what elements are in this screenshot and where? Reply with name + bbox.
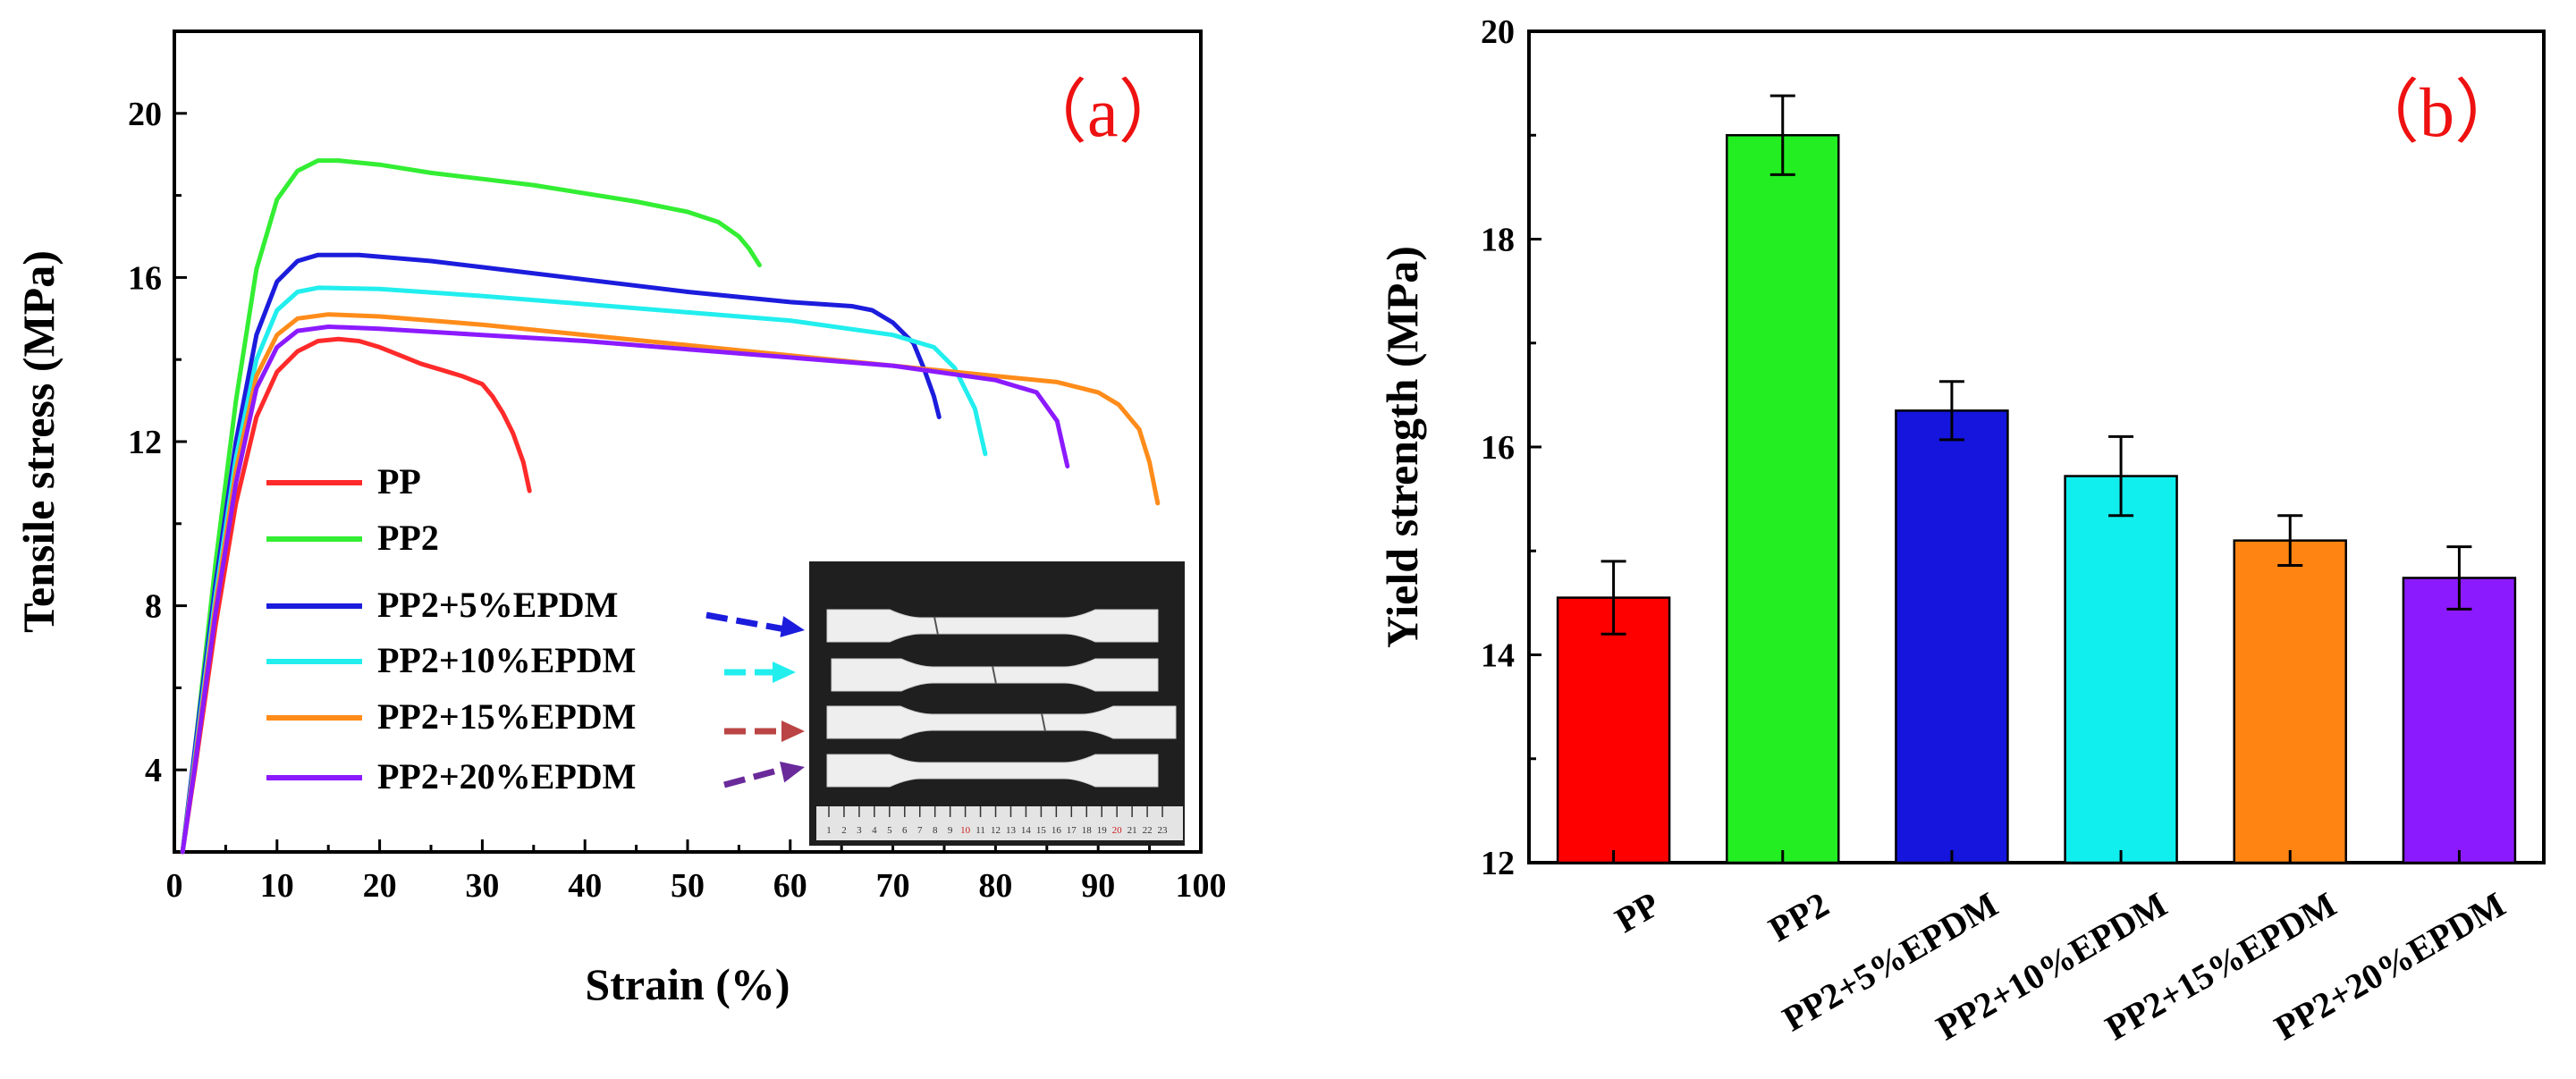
- ruler-label: 17: [1067, 825, 1077, 836]
- bar-2: [1895, 409, 2009, 864]
- ruler-label: 21: [1128, 825, 1137, 836]
- legend-label-1: PP2: [377, 518, 439, 558]
- ruler-label: 1: [826, 825, 832, 836]
- ruler-label: 12: [991, 825, 1001, 836]
- x-tick-label: 60: [773, 867, 807, 905]
- specimen-bar: [826, 754, 1159, 788]
- y-tick-label: 12: [128, 424, 162, 461]
- x-tick-label: 100: [1176, 867, 1227, 905]
- specimen-bar: [826, 609, 1159, 643]
- ruler-label: 2: [841, 825, 847, 836]
- x-tick-label: 20: [363, 867, 397, 905]
- specimen-bar: [826, 705, 1177, 739]
- ruler-label: 10: [960, 825, 971, 836]
- y-tick-label: 20: [128, 96, 162, 133]
- y-tick-label: 12: [1481, 845, 1515, 882]
- y-tick-label: 8: [145, 588, 162, 626]
- x-axis-label: Strain (%): [585, 959, 790, 1009]
- bar-0: [1556, 596, 1671, 864]
- ruler-label: 23: [1158, 825, 1169, 836]
- ruler-label: 20: [1112, 825, 1123, 836]
- series-line-2: [180, 252, 942, 855]
- series-line-4: [180, 312, 1161, 855]
- ruler-label: 13: [1006, 825, 1017, 836]
- panel-label: （b）: [2350, 73, 2524, 151]
- y-tick-label: 20: [1481, 13, 1515, 51]
- pointer-arrowhead-2: [781, 721, 805, 742]
- y-tick-label: 16: [1481, 429, 1515, 467]
- x-tick-label: 10: [260, 867, 294, 905]
- series-line-5: [180, 325, 1070, 855]
- y-axis-label: Tensile stress (MPa): [13, 250, 63, 633]
- legend-label-0: PP: [377, 461, 421, 502]
- category-label-1: PP2: [1762, 884, 1836, 949]
- ruler-label: 15: [1036, 825, 1047, 836]
- ruler-label: 14: [1021, 825, 1032, 836]
- ruler-label: 16: [1052, 825, 1062, 836]
- y-tick-label: 18: [1481, 222, 1515, 259]
- ruler-label: 18: [1082, 825, 1093, 836]
- ruler-label: 11: [976, 825, 985, 836]
- ruler-label: 5: [887, 825, 892, 836]
- x-tick-label: 80: [978, 867, 1012, 905]
- fracture-line: [1041, 712, 1046, 732]
- ruler-label: 8: [933, 825, 938, 836]
- pointer-arrow-0: [705, 611, 791, 634]
- bar-3: [2064, 475, 2178, 864]
- ruler-label: 19: [1097, 825, 1108, 836]
- panel-label: （a）: [1018, 73, 1188, 151]
- ruler-label: 9: [948, 825, 953, 836]
- fracture-line: [992, 665, 997, 685]
- plot-frame: [1527, 30, 2546, 864]
- x-tick-label: 70: [876, 867, 910, 905]
- ruler-label: 7: [917, 825, 923, 836]
- y-tick-label: 16: [128, 259, 162, 297]
- bar-1: [1726, 134, 1840, 864]
- ruler: [816, 806, 1183, 840]
- ruler-label: 3: [857, 825, 862, 836]
- legend-label-4: PP2+15%EPDM: [377, 696, 636, 737]
- x-tick-label: 0: [166, 867, 183, 905]
- category-label-0: PP: [1609, 884, 1667, 940]
- legend-label-2: PP2+5%EPDM: [377, 585, 618, 625]
- y-tick-label: 4: [145, 752, 162, 789]
- legend-label-3: PP2+10%EPDM: [377, 640, 636, 680]
- pointer-arrow-3: [723, 763, 791, 788]
- x-tick-label: 90: [1081, 867, 1115, 905]
- inset-photo: [809, 561, 1185, 846]
- ruler-label: 6: [902, 825, 908, 836]
- fracture-line: [933, 616, 939, 636]
- pointer-arrowhead-1: [773, 662, 796, 683]
- bar-5: [2402, 577, 2517, 864]
- bar-4: [2233, 539, 2347, 864]
- ruler-label: 4: [872, 825, 877, 836]
- x-tick-label: 30: [465, 867, 499, 905]
- x-tick-label: 40: [568, 867, 602, 905]
- y-axis-label: Yield strength (MPa): [1377, 246, 1427, 648]
- y-tick-label: 14: [1481, 637, 1515, 675]
- x-tick-label: 50: [671, 867, 705, 905]
- ruler-label: 22: [1143, 825, 1153, 836]
- series-line-0: [180, 336, 532, 855]
- pointer-arrowhead-3: [780, 761, 805, 783]
- legend-label-5: PP2+20%EPDM: [377, 756, 636, 797]
- series-line-1: [180, 158, 762, 855]
- pointer-arrowhead-0: [780, 616, 805, 637]
